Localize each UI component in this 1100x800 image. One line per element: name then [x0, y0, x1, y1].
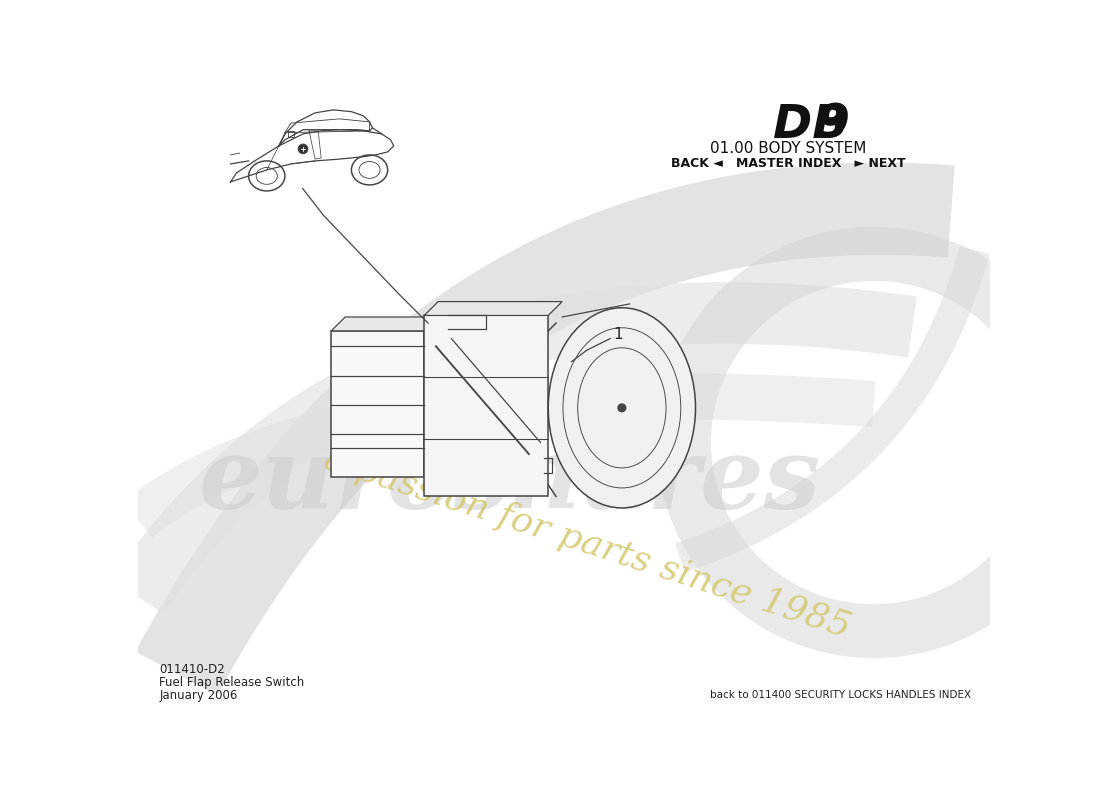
- Text: 01.00 BODY SYSTEM: 01.00 BODY SYSTEM: [711, 141, 867, 156]
- Polygon shape: [135, 162, 955, 695]
- Text: BACK ◄   MASTER INDEX   ► NEXT: BACK ◄ MASTER INDEX ► NEXT: [671, 158, 905, 170]
- Text: Fuel Flap Release Switch: Fuel Flap Release Switch: [160, 676, 305, 690]
- Text: euroshares: euroshares: [198, 433, 821, 530]
- Text: DB: DB: [773, 102, 848, 148]
- FancyBboxPatch shape: [425, 315, 548, 496]
- Text: 1: 1: [613, 327, 623, 342]
- Polygon shape: [675, 246, 990, 573]
- Polygon shape: [657, 227, 1091, 658]
- Text: January 2006: January 2006: [160, 689, 238, 702]
- Polygon shape: [123, 374, 876, 538]
- Circle shape: [618, 404, 626, 412]
- Polygon shape: [425, 317, 438, 477]
- Text: 011410-D2: 011410-D2: [160, 663, 224, 676]
- Polygon shape: [331, 317, 438, 331]
- Text: 9: 9: [816, 102, 849, 148]
- FancyBboxPatch shape: [331, 331, 425, 477]
- Polygon shape: [425, 302, 562, 315]
- Text: a passion for parts since 1985: a passion for parts since 1985: [320, 442, 855, 644]
- Circle shape: [298, 144, 308, 154]
- Ellipse shape: [548, 308, 695, 508]
- Text: back to 011400 SECURITY LOCKS HANDLES INDEX: back to 011400 SECURITY LOCKS HANDLES IN…: [710, 690, 970, 700]
- Polygon shape: [112, 282, 917, 614]
